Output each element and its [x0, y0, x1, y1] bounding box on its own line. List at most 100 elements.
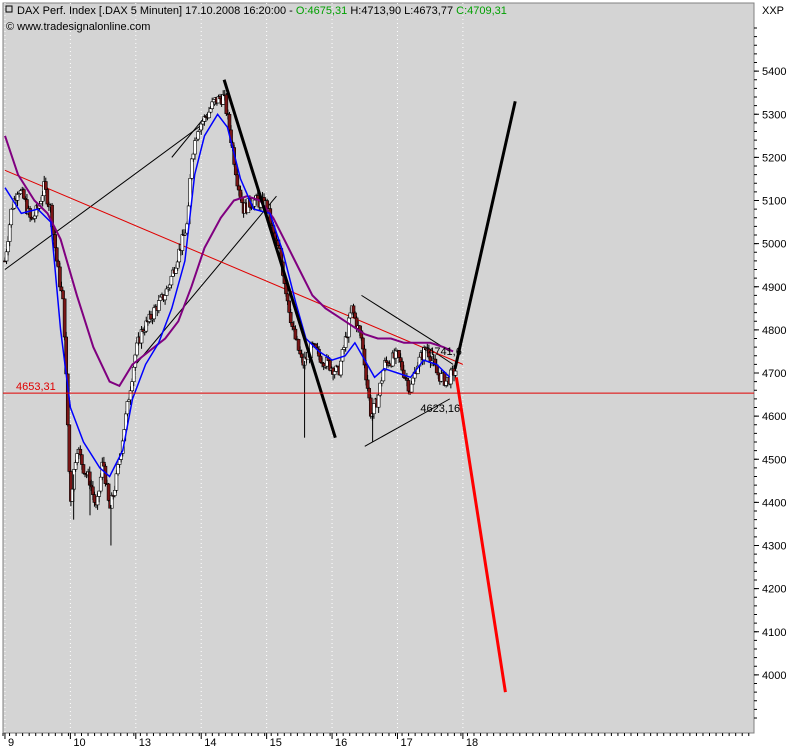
candle-body [103, 465, 108, 484]
candle-body [436, 372, 441, 376]
candle-body [235, 174, 240, 187]
candle-body [168, 284, 172, 289]
candle-body [158, 296, 163, 301]
candle-body [453, 370, 458, 376]
candle-body [365, 379, 370, 389]
candle-body [95, 496, 100, 506]
candle-body [15, 193, 20, 201]
projection-down-line [454, 377, 507, 693]
candle-body [200, 121, 205, 125]
y-tick-label: 4100 [762, 627, 786, 639]
candle-body [285, 293, 290, 302]
candle-body [339, 360, 343, 376]
candle-body [164, 288, 169, 296]
horizontal-level-label: 4653,31 [16, 381, 56, 393]
trendline [4, 122, 205, 270]
candle-body [102, 461, 106, 467]
projection-up-line [453, 100, 517, 370]
candle-body [361, 337, 365, 350]
candle-body [397, 350, 401, 358]
candle-body [67, 424, 72, 472]
candle-body [81, 464, 86, 474]
candle-body [113, 490, 117, 496]
candle-body [53, 234, 58, 249]
trendline [364, 398, 451, 447]
candle-body [292, 326, 296, 330]
y-tick-label: 4300 [762, 541, 786, 553]
candlestick-series [3, 89, 458, 546]
source-credit: © www.tradesignalonline.com [6, 21, 150, 33]
candle-body [372, 403, 376, 415]
y-tick-label: 5000 [762, 239, 786, 251]
y-tick-label: 4500 [762, 454, 786, 466]
candle-body [347, 317, 351, 338]
candle-body [131, 366, 136, 382]
candle-body [340, 349, 345, 362]
candle-body [332, 371, 337, 375]
candle-body [28, 208, 32, 218]
candle-body [92, 494, 97, 503]
candle-body [32, 215, 37, 219]
slow-moving-average-line [4, 135, 454, 388]
candle-body [227, 113, 232, 131]
candle-body [405, 378, 409, 381]
trendline [135, 195, 277, 365]
candle-body [6, 241, 10, 253]
candle-body [318, 355, 323, 363]
candle-body [288, 312, 293, 323]
x-tick-label: 14 [204, 737, 216, 749]
candle-body [191, 153, 196, 160]
window-box-icon[interactable] [5, 5, 13, 13]
candle-body [125, 401, 130, 415]
axis-group: 4000 4100 4200 4300 4400 4500 4600 4700 4800 4900… [2, 27, 786, 749]
candle-body [169, 276, 174, 286]
y-tick-label: 4800 [762, 325, 786, 337]
candle-body [144, 320, 149, 332]
candle-body [290, 322, 295, 327]
y-tick-label: 4900 [762, 282, 786, 294]
candle-body [398, 357, 403, 363]
candle-body [210, 101, 215, 109]
candle-body [149, 313, 153, 320]
candle-body [400, 361, 404, 371]
wave-trendline [222, 79, 337, 439]
x-tick-label: 10 [73, 737, 85, 749]
candle-body [444, 380, 448, 386]
candle-body [439, 373, 444, 382]
candle-body [128, 390, 133, 401]
candle-body [237, 185, 241, 191]
support-trendline [4, 169, 464, 365]
candle-body [376, 394, 381, 408]
candle-body [193, 140, 197, 155]
candle-body [189, 158, 194, 179]
candle-body [18, 190, 23, 194]
candle-body [98, 476, 103, 492]
candle-body [130, 381, 134, 392]
x-tick-label: 13 [139, 737, 151, 749]
price-annotation: 4623,16 [420, 403, 460, 415]
candle-body [298, 350, 302, 355]
candle-body [207, 111, 211, 119]
candle-body [287, 300, 291, 313]
candle-body [401, 369, 406, 378]
candle-body [343, 336, 348, 348]
horizontal-level-group: 4653,31 [3, 381, 754, 394]
plot-area [2, 2, 755, 734]
x-tick-label: 16 [335, 737, 347, 749]
candle-body [61, 290, 65, 300]
candle-body [238, 189, 243, 198]
candle-body [218, 96, 222, 100]
candle-body [252, 199, 257, 207]
chart-header: DAX Perf. Index [.DAX 5 Minuten] 17.10.2… [17, 5, 507, 17]
projection-group [222, 79, 517, 693]
fast-moving-average-line [4, 112, 451, 478]
header-low: L:4673,77 [404, 5, 453, 17]
x-tick-label: 17 [400, 737, 412, 749]
header-open: O:4675,31 [296, 5, 347, 17]
candle-body [135, 342, 139, 356]
candle-body [75, 453, 79, 463]
candle-body [7, 224, 12, 242]
candle-body [409, 383, 414, 393]
y-tick-label: 5300 [762, 109, 786, 121]
